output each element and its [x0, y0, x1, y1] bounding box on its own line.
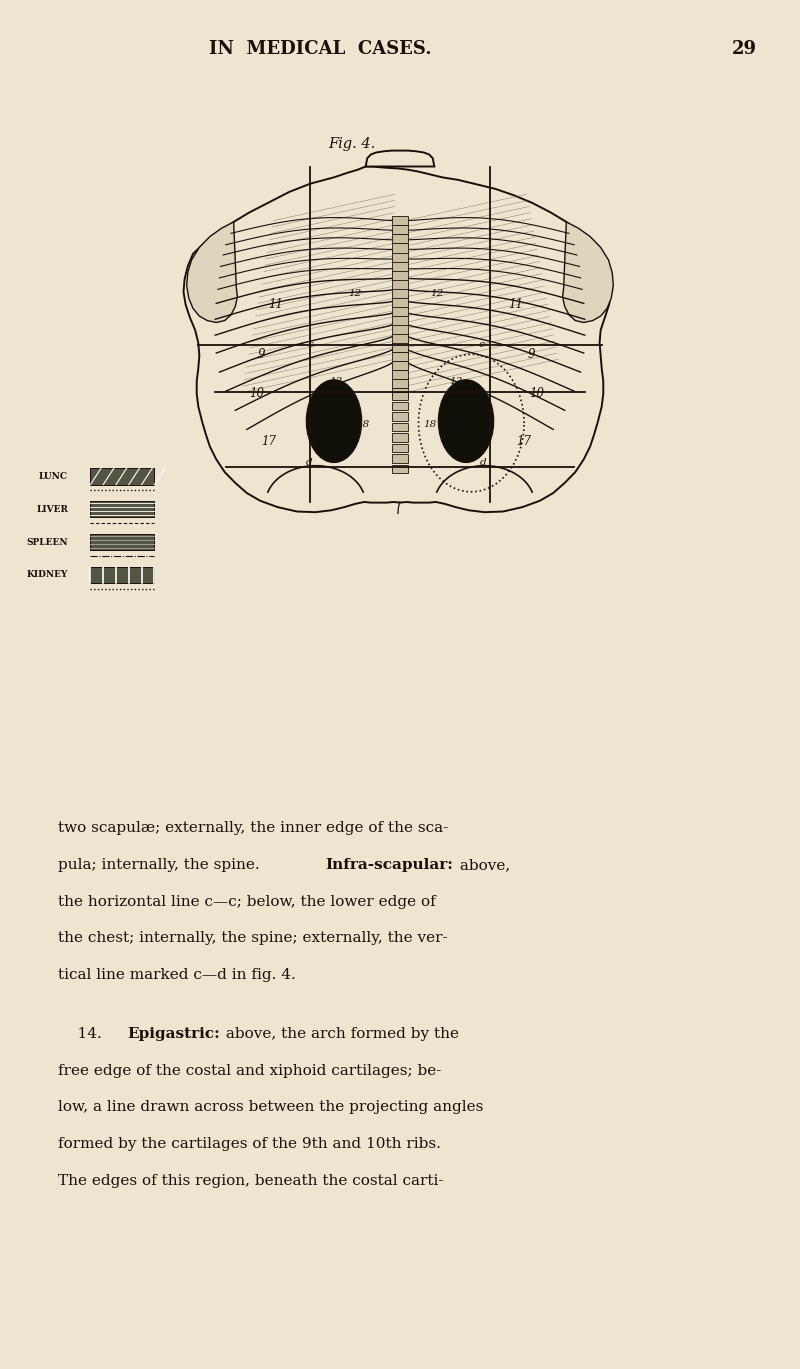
Bar — [392, 289, 408, 298]
Text: above, the arch formed by the: above, the arch formed by the — [221, 1027, 459, 1040]
PathPatch shape — [562, 222, 614, 323]
Text: pula; internally, the spine.: pula; internally, the spine. — [58, 858, 269, 872]
Text: 18: 18 — [357, 420, 370, 428]
Text: 11: 11 — [269, 298, 283, 311]
Bar — [391, 434, 409, 442]
Text: 18: 18 — [423, 420, 436, 428]
Text: 14.: 14. — [58, 1027, 106, 1040]
Bar — [392, 279, 408, 289]
Bar — [392, 261, 408, 271]
Text: above,: above, — [455, 858, 510, 872]
Bar — [90, 468, 154, 485]
Text: 17: 17 — [516, 435, 531, 448]
Text: 13: 13 — [449, 378, 462, 386]
Text: tical line marked ⁠c—d in fig. 4.: tical line marked ⁠c—d in fig. 4. — [58, 968, 295, 982]
Ellipse shape — [306, 379, 362, 463]
Text: 9: 9 — [258, 348, 266, 361]
Text: the chest; internally, the spine; externally, the ver-: the chest; internally, the spine; extern… — [58, 931, 447, 946]
Bar — [392, 370, 408, 379]
Bar — [392, 225, 408, 234]
Text: 9: 9 — [527, 348, 534, 361]
Bar — [392, 216, 408, 226]
Bar — [392, 242, 408, 252]
Text: free edge of the costal and xiphoid cartilages; be-: free edge of the costal and xiphoid cart… — [58, 1064, 441, 1077]
PathPatch shape — [183, 167, 611, 512]
PathPatch shape — [186, 222, 238, 323]
Bar — [392, 360, 408, 370]
Bar — [391, 444, 409, 452]
Text: LIVER: LIVER — [36, 505, 68, 513]
Bar — [392, 379, 408, 389]
Bar — [391, 412, 409, 420]
Bar — [391, 455, 409, 463]
Text: 10: 10 — [529, 387, 544, 400]
Bar — [90, 534, 154, 550]
Text: 17: 17 — [262, 435, 277, 448]
Text: 12: 12 — [349, 289, 362, 298]
Text: Infra-scapular:: Infra-scapular: — [326, 858, 454, 872]
Text: 29: 29 — [731, 40, 757, 59]
Bar — [392, 324, 408, 334]
Bar — [90, 501, 154, 517]
Text: LUNC: LUNC — [39, 472, 68, 481]
Bar — [391, 392, 409, 400]
Bar — [392, 315, 408, 324]
Bar — [392, 307, 408, 316]
Ellipse shape — [438, 379, 494, 463]
Bar — [391, 423, 409, 431]
Bar — [392, 342, 408, 352]
Text: IN  MEDICAL  CASES.: IN MEDICAL CASES. — [209, 40, 431, 59]
Text: low, a line drawn across between the projecting angles: low, a line drawn across between the pro… — [58, 1101, 483, 1114]
Bar — [392, 352, 408, 361]
PathPatch shape — [366, 151, 434, 167]
Bar — [392, 234, 408, 244]
Text: formed by the cartilages of the 9th and 10th ribs.: formed by the cartilages of the 9th and … — [58, 1136, 441, 1151]
Text: d: d — [479, 459, 486, 467]
Bar — [391, 402, 409, 411]
Bar — [90, 567, 154, 583]
Text: SPLEEN: SPLEEN — [26, 538, 68, 546]
Bar — [391, 464, 409, 474]
Text: KIDNEY: KIDNEY — [26, 571, 68, 579]
Text: 12: 12 — [430, 289, 443, 298]
Text: Fig. 4.: Fig. 4. — [328, 137, 376, 151]
Text: c: c — [307, 341, 313, 349]
Text: 13: 13 — [329, 378, 342, 386]
Text: Epigastric:: Epigastric: — [127, 1027, 220, 1040]
Text: 10: 10 — [249, 387, 264, 400]
Bar — [392, 297, 408, 307]
Text: The edges of this region, beneath the costal carti-: The edges of this region, beneath the co… — [58, 1173, 443, 1188]
Text: two scapulæ; externally, the inner edge of the sca-: two scapulæ; externally, the inner edge … — [58, 821, 448, 835]
Bar — [392, 334, 408, 344]
Bar — [392, 270, 408, 279]
Text: 11: 11 — [509, 298, 524, 311]
Text: the horizontal line ⁠c—c; below, the lower edge of: the horizontal line ⁠c—c; below, the low… — [58, 895, 435, 909]
Text: c: c — [479, 341, 485, 349]
Bar — [392, 387, 408, 397]
Bar — [392, 252, 408, 261]
Text: d: d — [306, 459, 313, 467]
